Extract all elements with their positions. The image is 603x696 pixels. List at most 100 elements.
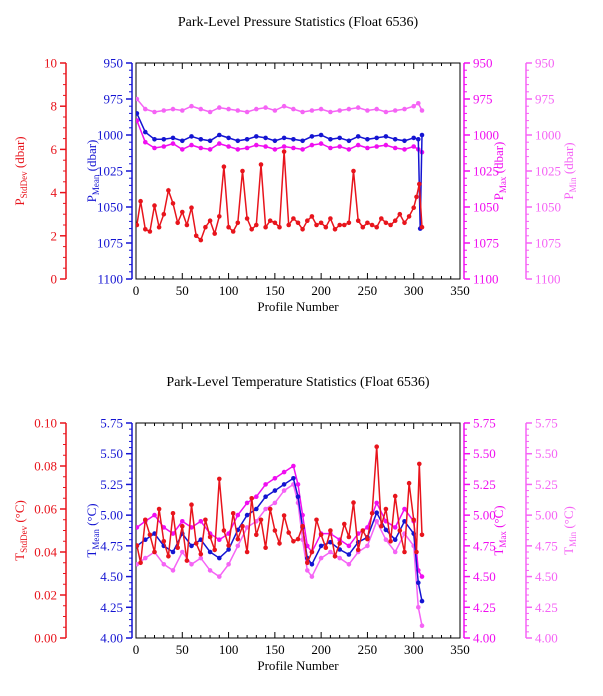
- min-data-point: [309, 574, 315, 579]
- stddev-data-point: [355, 547, 361, 553]
- max-tick-label: 4.75: [473, 538, 496, 553]
- min-series-line: [136, 98, 423, 113]
- max-data-point: [419, 574, 425, 579]
- min-data-point: [272, 500, 278, 506]
- min-data-point: [143, 555, 148, 561]
- stddev-series: [136, 149, 425, 243]
- max-data-point: [244, 145, 250, 151]
- max-data-point: [281, 144, 287, 149]
- max-data-point: [207, 147, 213, 152]
- stddev-axis: 0.00 0.02 0.04 0.06 0.08 0.10 TStdDev (°C): [12, 416, 67, 646]
- max-data-point: [281, 469, 287, 475]
- min-data-point: [411, 103, 417, 109]
- mean-axis: 4.00 4.25 4.50 4.75 5.00 5.25 5.50 5.75 TMean (°…: [84, 416, 133, 646]
- min-data-point: [402, 106, 407, 112]
- stddev-data-point: [263, 224, 268, 230]
- max-tick-label: 5.75: [473, 416, 496, 431]
- mean-axis-label: TMean (°C): [84, 503, 101, 557]
- x-tick-label: 350: [450, 642, 470, 657]
- mean-data-point: [143, 537, 148, 542]
- mean-data-point: [226, 547, 231, 552]
- max-tick-label: 4.25: [473, 600, 496, 615]
- mean-data-point: [170, 135, 176, 141]
- min-data-point: [374, 519, 380, 524]
- stddev-data-point: [365, 220, 370, 226]
- max-data-point: [143, 139, 148, 145]
- stddev-data-point: [314, 517, 319, 523]
- max-axis-label: PMax (dbar): [491, 142, 508, 201]
- max-data-point: [136, 525, 140, 530]
- max-data-point: [272, 476, 278, 481]
- mean-data-point: [143, 129, 148, 135]
- max-data-point: [300, 147, 305, 152]
- stddev-data-point: [342, 222, 347, 228]
- max-tick-label: 1025: [473, 164, 499, 179]
- mean-axis-label-unit: (dbar): [84, 140, 99, 175]
- stddev-data-point: [286, 222, 292, 228]
- min-tick-label: 5.75: [535, 416, 558, 431]
- stddev-data-point: [295, 536, 301, 542]
- mean-data-point: [419, 598, 425, 604]
- max-data-point: [346, 147, 352, 152]
- mean-data-point: [346, 552, 352, 557]
- min-tick-label: 4.25: [535, 600, 558, 615]
- min-tick-label: 1100: [535, 272, 561, 287]
- stddev-data-point: [369, 511, 375, 516]
- max-data-point: [374, 144, 380, 149]
- stddev-data-point: [355, 218, 361, 223]
- mean-data-point: [170, 549, 176, 555]
- min-data-point: [198, 555, 204, 561]
- min-axis-label-main: T: [561, 547, 576, 555]
- mean-data-point: [355, 134, 361, 139]
- mean-tick-label: 4.00: [100, 631, 123, 646]
- mean-data-point: [272, 138, 278, 144]
- min-data-point: [198, 106, 204, 112]
- stddev-data-point: [240, 168, 245, 174]
- stddev-data-point: [147, 229, 153, 234]
- min-axis-label-sub: Min: [568, 531, 578, 547]
- max-data-point: [217, 537, 222, 542]
- mean-data-point: [291, 137, 296, 142]
- stddev-series-line: [136, 446, 423, 566]
- stddev-data-point: [309, 214, 315, 219]
- min-data-point: [272, 108, 278, 113]
- stddev-data-point: [249, 227, 254, 232]
- stddev-data-point: [244, 216, 250, 221]
- min-data-point: [392, 549, 398, 555]
- stddev-data-point: [417, 181, 422, 187]
- mean-data-point: [328, 137, 333, 142]
- max-data-point: [365, 525, 370, 530]
- x-tick-label: 50: [176, 642, 189, 657]
- min-data-point: [253, 106, 259, 112]
- stddev-data-point: [411, 517, 417, 523]
- min-axis: 4.00 4.25 4.50 4.75 5.00 5.25 5.50 5.75 TMin (°C…: [525, 416, 578, 646]
- max-data-point: [152, 145, 157, 151]
- stddev-data-point: [379, 216, 384, 221]
- stddev-data-point: [392, 218, 398, 223]
- stddev-data-point: [323, 224, 329, 230]
- mean-series-line: [136, 113, 423, 229]
- min-data-point: [365, 543, 370, 549]
- stddev-data-point: [286, 530, 292, 535]
- x-tick-label: 300: [404, 642, 424, 657]
- stddev-data-point: [402, 220, 407, 226]
- min-series: [136, 96, 425, 115]
- mean-data-point: [309, 134, 315, 139]
- min-data-point: [346, 106, 352, 112]
- stddev-data-point: [383, 506, 389, 512]
- min-data-point: [291, 106, 296, 112]
- min-data-point: [226, 106, 231, 112]
- min-data-point: [170, 568, 176, 573]
- stddev-data-point: [281, 149, 287, 154]
- stddev-data-point: [414, 549, 419, 555]
- stddev-data-point: [305, 218, 310, 223]
- max-axis-label-main: P: [491, 193, 506, 200]
- max-data-point: [402, 506, 407, 512]
- min-series: [136, 482, 425, 628]
- max-data-point: [217, 141, 222, 146]
- stddev-data-point: [152, 203, 157, 208]
- mean-axis-label-main: T: [84, 550, 99, 558]
- min-data-point: [419, 108, 425, 113]
- min-tick-label: 5.00: [535, 508, 558, 523]
